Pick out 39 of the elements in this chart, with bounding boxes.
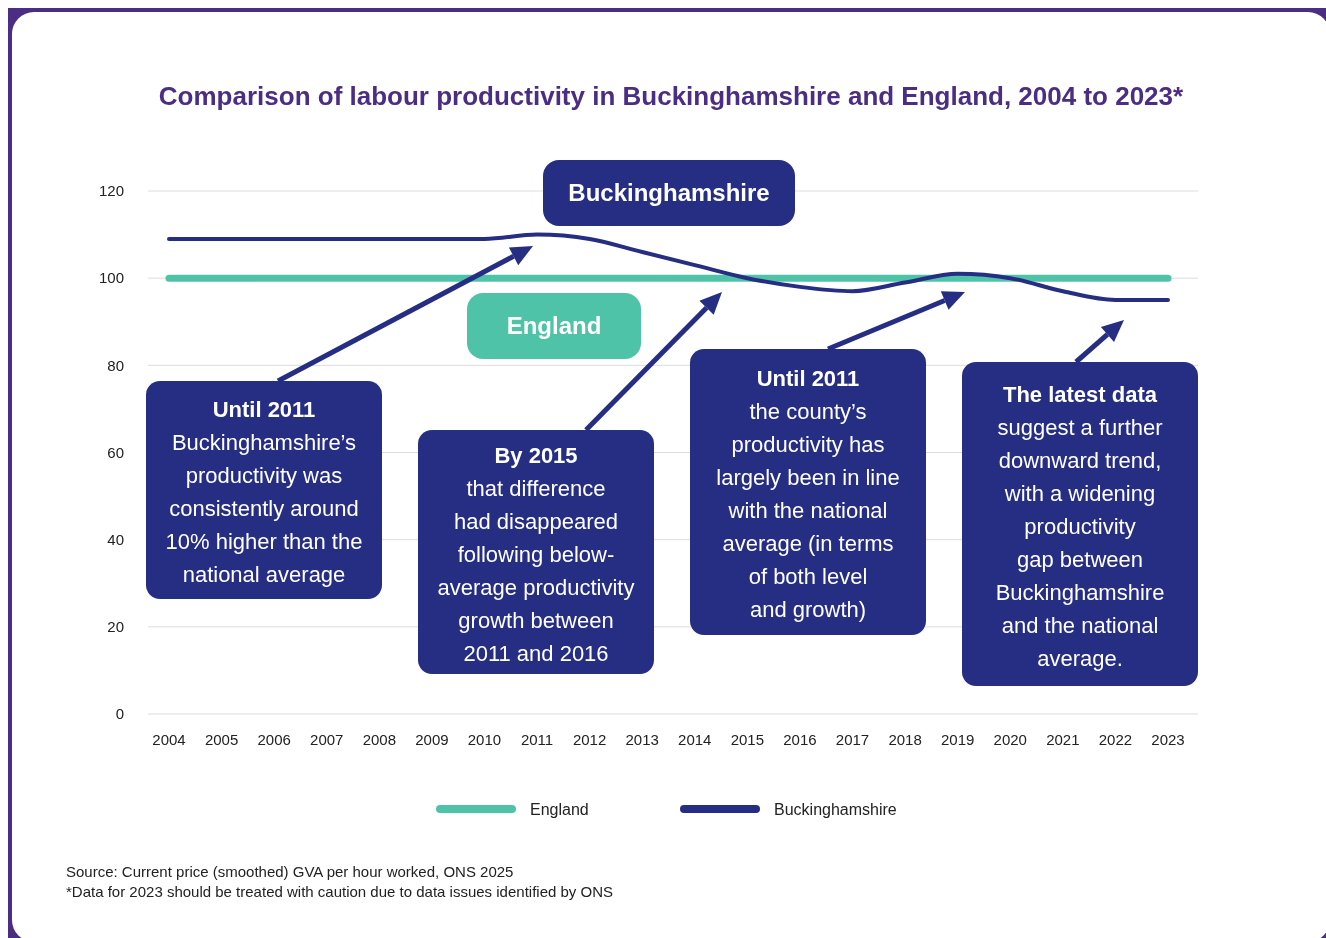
- x-tick-label: 2010: [467, 731, 502, 748]
- x-tick-label: 2018: [888, 731, 922, 748]
- legend-label: England: [530, 800, 589, 818]
- y-tick-label: 80: [107, 356, 124, 374]
- annotation: Until 2011 the county’s productivity has largely been in line with the national average (in terms of both level and growth): [716, 366, 900, 623]
- annotation: By 2015 that difference had disappeared following below- average productivity growth between 2011 and 2016: [437, 442, 635, 666]
- y-tick-label: 20: [107, 618, 124, 636]
- legend-label: Buckinghamshire: [774, 800, 897, 818]
- x-tick-label: 2021: [1046, 731, 1080, 748]
- chart-title: Comparison of labour productivity in Buckinghamshire and England, 2004 to 2023*: [158, 81, 1185, 111]
- x-tick-label: 2006: [257, 731, 291, 748]
- x-tick-label: 2008: [362, 731, 396, 748]
- x-tick-label: 2020: [993, 731, 1027, 748]
- y-tick-label: 40: [107, 530, 124, 548]
- name-tag: Buckinghamshire: [543, 160, 795, 226]
- x-tick-label: 2007: [310, 731, 344, 748]
- x-tick-label: 2023: [1151, 731, 1185, 748]
- x-tick-label: 2017: [835, 731, 870, 748]
- x-tick-label: 2004: [152, 731, 186, 748]
- name-tag: England: [467, 293, 641, 359]
- x-tick-label: 2016: [783, 731, 817, 748]
- y-tick-label: 120: [98, 182, 124, 200]
- y-tick-label: 60: [107, 443, 124, 461]
- x-tick-label: 2009: [415, 731, 449, 748]
- x-tick-label: 2012: [572, 731, 607, 748]
- y-tick-label: 0: [115, 705, 124, 723]
- x-tick-label: 2013: [625, 731, 659, 748]
- y-tick-label: 100: [98, 269, 124, 287]
- line-series: [167, 232, 1170, 302]
- x-tick-label: 2015: [730, 731, 765, 748]
- source-note: Source: Current price (smoothed) GVA per hour worked, ONS 2025: [66, 863, 514, 880]
- x-tick-label: 2022: [1098, 731, 1133, 748]
- x-tick-label: 2019: [941, 731, 975, 748]
- x-tick-label: 2014: [678, 731, 712, 748]
- text: *Data for 2023 should be treated with caution due to data issues identified by ONS: [66, 883, 614, 900]
- annotation: Until 2011 Buckinghamshire’s productivity was consistently around 10% higher than the national average: [165, 397, 363, 588]
- x-tick-label: 2011: [520, 731, 554, 748]
- text: The latest data suggest a further downward trend, with a widening productivity gap between Buckinghamshire and the national average.: [995, 381, 1165, 671]
- x-tick-label: 2005: [204, 731, 239, 748]
